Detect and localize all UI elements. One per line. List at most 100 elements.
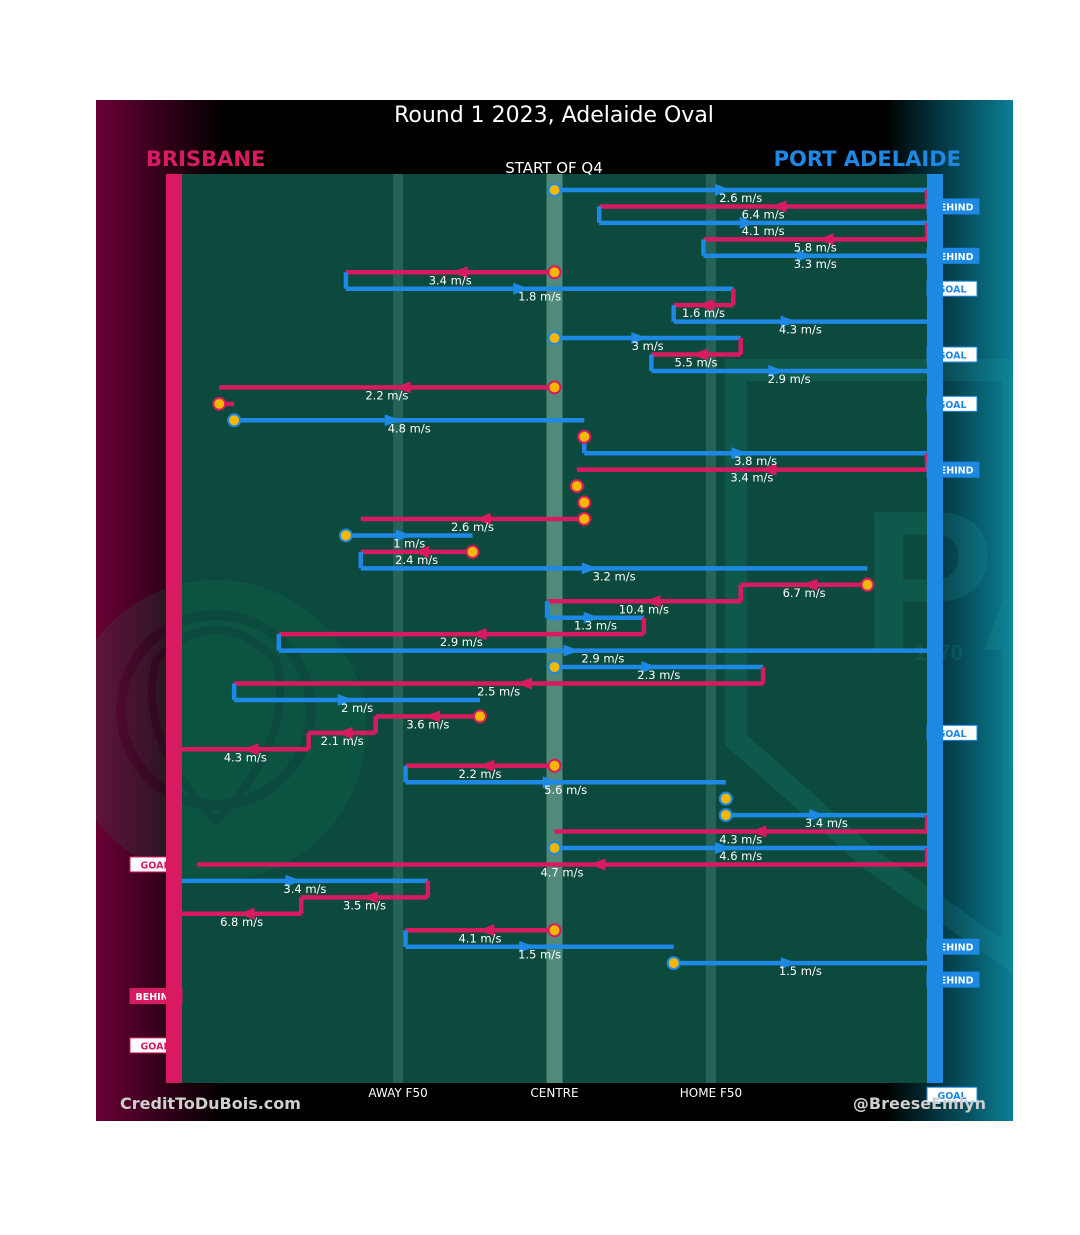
stoppage-marker [718,808,733,823]
chain-38 [725,809,927,822]
chain-arrow [760,463,777,476]
stoppage-marker [860,577,875,592]
chain-arrow [583,611,600,624]
chain-line [547,584,743,604]
chain-22 [360,545,473,558]
speed-label: 4.6 m/s [719,849,762,863]
chain-arrow [715,184,732,196]
chain-arrow [516,677,533,690]
chain-arrow [424,710,441,723]
chain-line [403,930,674,949]
chain-arrow [631,332,648,345]
speed-label: 3.4 m/s [283,882,326,896]
chain-29 [554,661,764,674]
speed-label: 2.6 m/s [719,191,762,205]
team-label-brisbane: BRISBANE [146,147,265,171]
speed-label: 2.2 m/s [365,388,408,402]
chain-30 [234,667,766,690]
stoppage-marker [547,265,562,280]
svg-text:GOAL: GOAL [937,351,966,362]
chain-line [596,206,927,226]
stoppage-marker [465,544,480,559]
chain-arrow [519,940,536,953]
chain-45 [405,924,555,937]
speed-label: 3.5 m/s [343,898,386,912]
stoppage-marker [227,413,242,428]
speed-label: 3 m/s [632,339,664,353]
port-adelaide-end-bar [927,174,943,1083]
team-label-port-adelaide: PORT ADELAIDE [774,147,961,171]
footer-handle: @BreeseEmlyn [853,1094,986,1113]
stoppage-marker [547,758,562,773]
result-tag-goal: GOAL [926,1086,978,1103]
chain-arrow [478,924,495,937]
speed-label: 2.9 m/s [440,635,483,649]
chain-42 [182,874,428,887]
field-line-away-f50 [393,174,404,1083]
field-line-centre [546,174,563,1083]
chain-arrow [563,644,580,657]
chain-arrow [394,381,411,394]
chain-arrow [697,299,714,312]
chain-arrow [715,842,732,854]
chain-arrow [336,726,353,739]
stoppage-marker [666,956,681,971]
chain-arrow [801,578,818,591]
speed-label: 3.6 m/s [406,717,449,731]
chain-21 [345,529,473,542]
chain-line [234,667,766,686]
speed-label: 4.3 m/s [224,750,267,764]
tick-label: CENTRE [530,1086,578,1100]
chain-28 [276,634,927,657]
stoppage-marker [577,512,592,526]
speed-label: 2.9 m/s [768,372,811,386]
chain-43 [301,880,431,904]
stoppage-marker [547,380,562,395]
stoppage-marker [547,660,562,675]
stoppage-marker [569,479,584,494]
speed-label: 2.4 m/s [395,553,438,567]
speed-label: 4.8 m/s [388,421,431,435]
chain-arrow [542,776,559,789]
speed-label: 3.4 m/s [730,471,773,485]
stoppage-marker [547,183,562,197]
chain-2 [596,206,927,229]
chain-arrow [384,414,401,427]
chain-arrow [768,364,785,377]
chain-5 [345,266,555,279]
chain-arrow [242,743,259,756]
speed-label: 2.9 m/s [581,652,624,666]
stoppage-marker [577,495,592,510]
chain-24 [740,578,868,591]
chain-12 [219,381,555,394]
chain-40 [554,842,927,854]
possession-chains [182,184,930,970]
speed-label: 6.4 m/s [742,207,785,221]
svg-text:BEHIND: BEHIND [932,202,973,213]
stoppage-marker [473,709,487,724]
chain-arrow [451,266,468,279]
speed-label: 2.6 m/s [451,520,494,534]
speed-label: 4.7 m/s [540,865,583,879]
speed-label: 1.5 m/s [518,948,561,962]
start-label: START OF Q4 [505,159,603,177]
tick-label: AWAY F50 [368,1086,427,1100]
chain-7 [673,288,736,312]
svg-text:BEHIND: BEHIND [135,992,176,1003]
chain-line [671,305,927,324]
speed-label: 4.3 m/s [719,833,762,847]
stoppage-marker [547,331,562,346]
chain-arrow [780,315,797,328]
speed-label: 2 m/s [341,701,373,715]
stoppage-marker [547,923,562,938]
chain-4 [701,239,927,262]
stoppage-marker [212,396,227,411]
speed-label: 5.6 m/s [544,783,587,797]
chain-arrow [470,628,487,641]
field-line-home-f50 [705,174,716,1083]
chain-arrow [513,282,530,295]
chain-arrow [809,809,826,822]
chain-arrow [413,545,430,558]
brisbane-lion-watermark [96,580,366,880]
speed-label: 1.5 m/s [779,964,822,978]
